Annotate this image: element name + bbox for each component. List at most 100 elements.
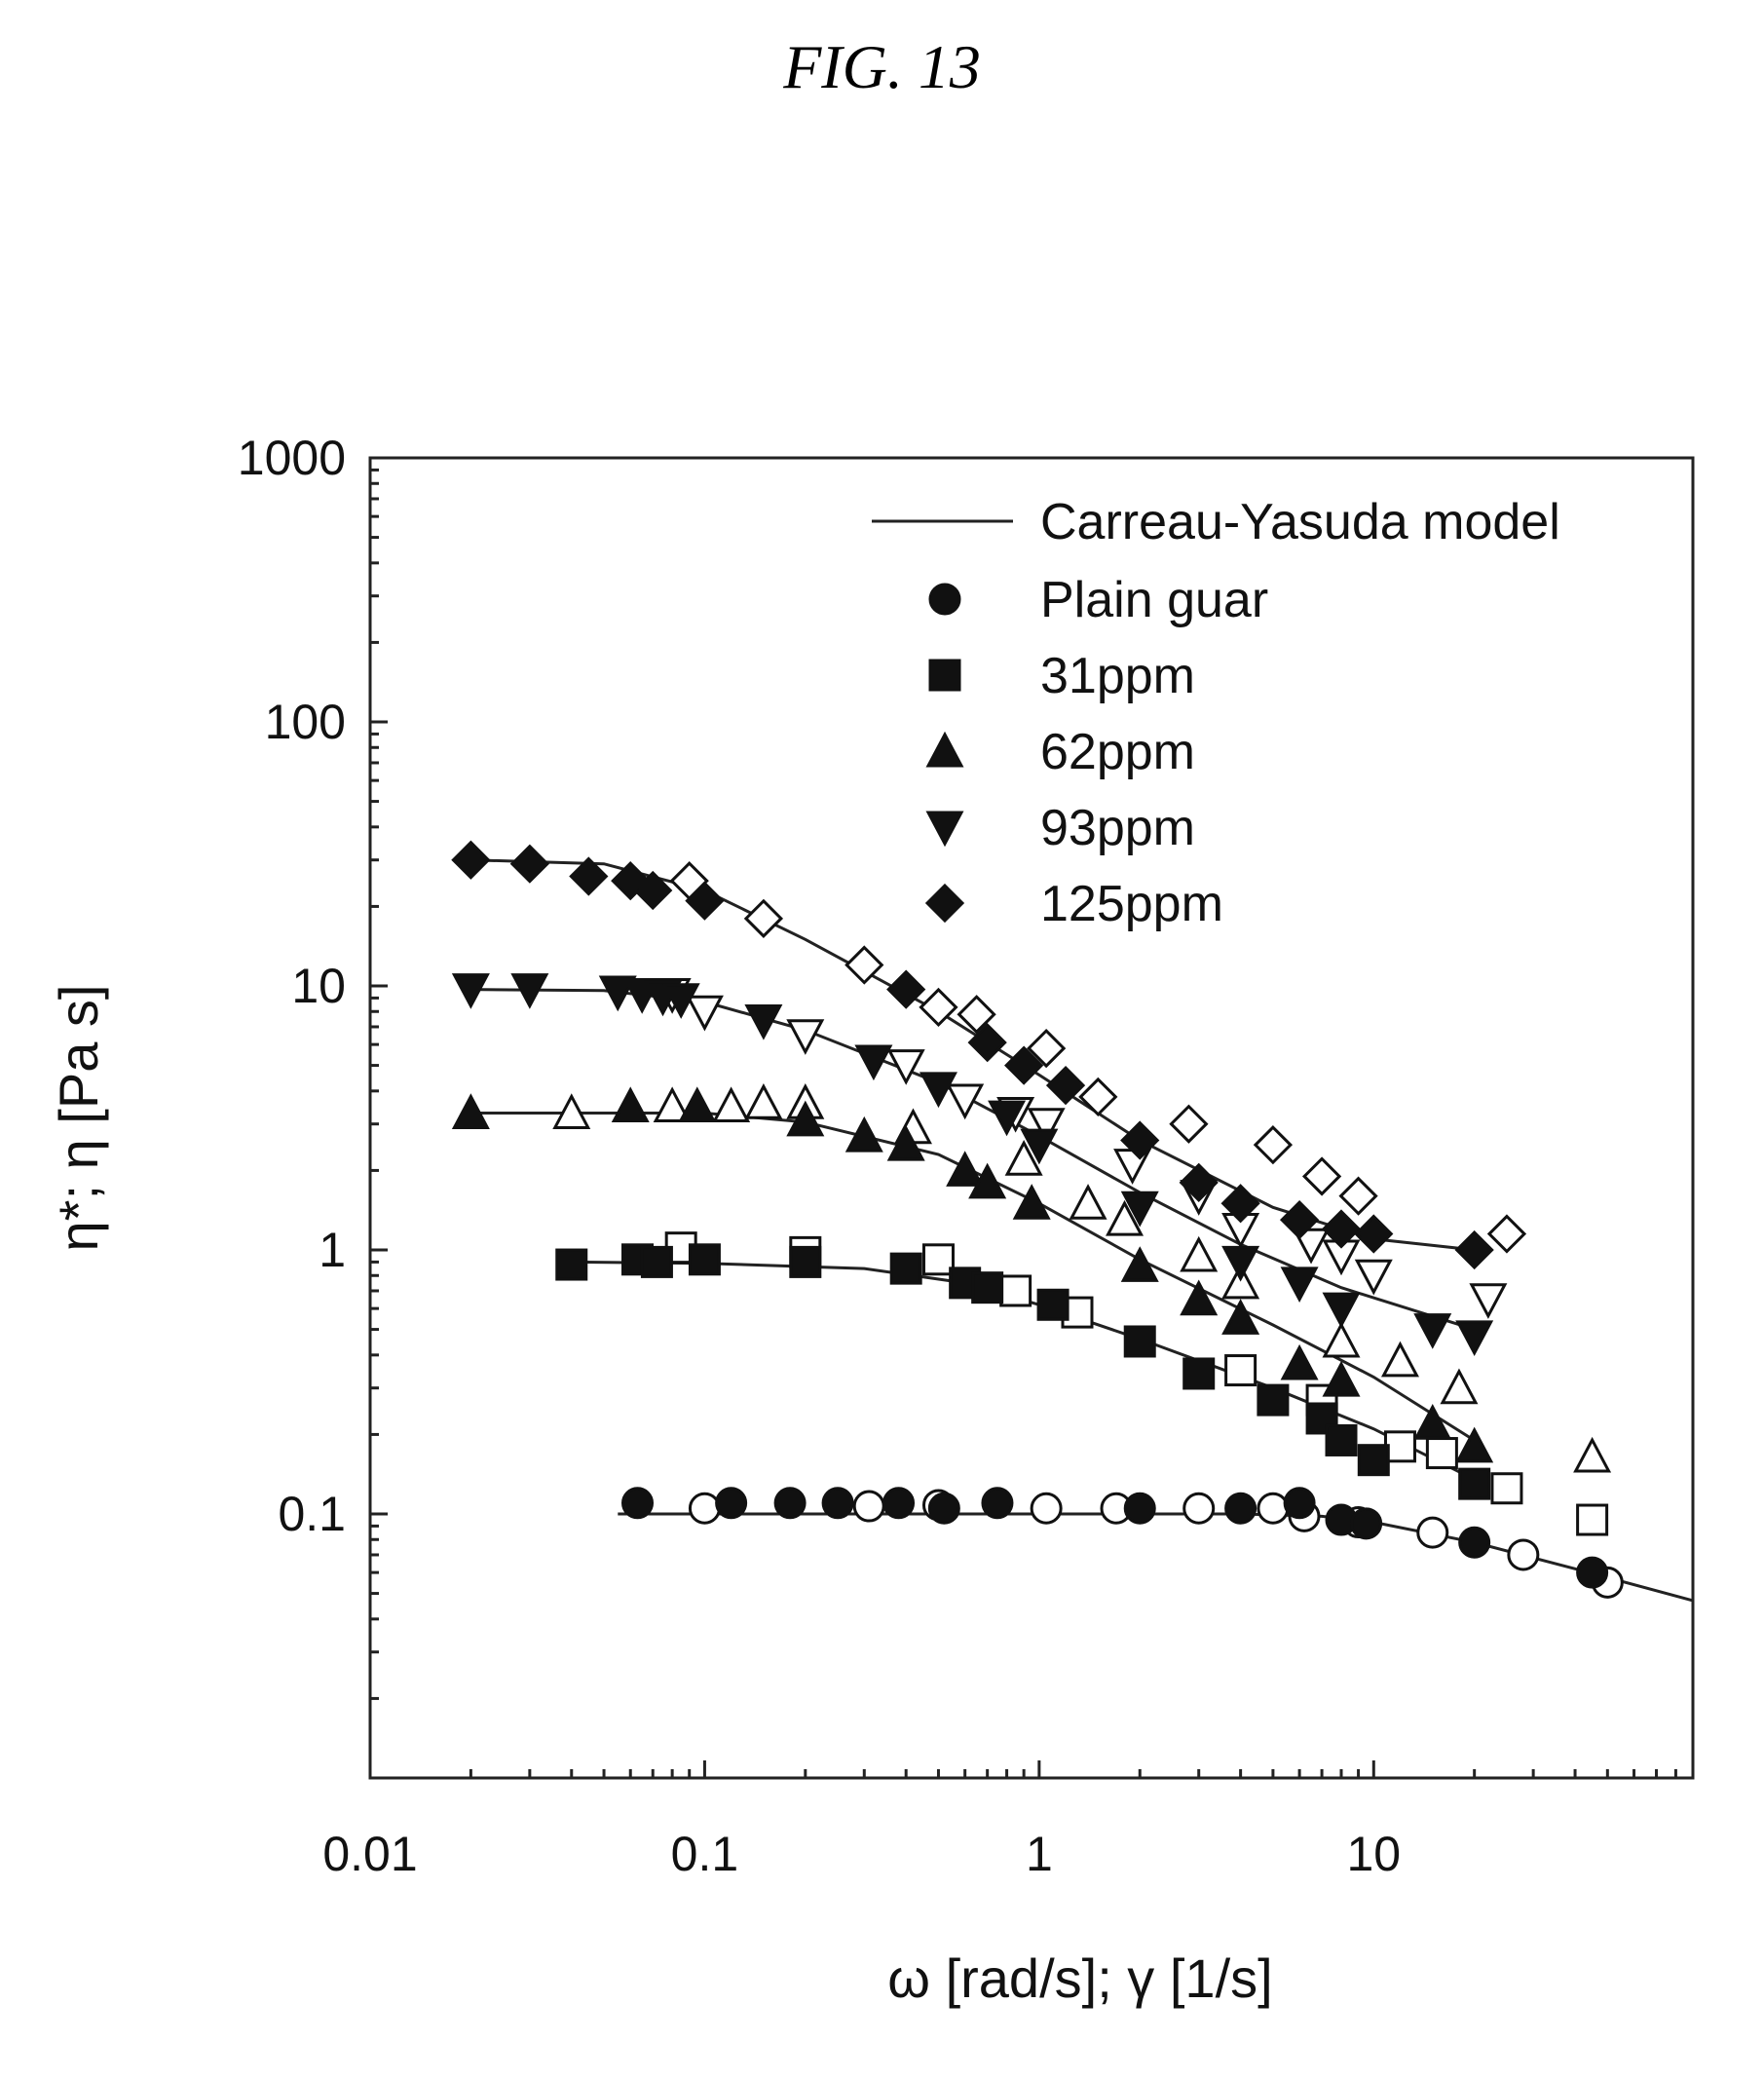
data-point-62ppm-open <box>744 1083 783 1119</box>
y-tick-label: 1000 <box>238 431 346 485</box>
data-point-62ppm-filled <box>451 1093 490 1129</box>
data-point-62ppm-open <box>1221 1263 1260 1300</box>
data-point-125ppm-filled <box>1004 1045 1044 1085</box>
data-point-62ppm-filled <box>1413 1404 1452 1440</box>
data-point-62ppm-filled <box>611 1086 650 1123</box>
data-point-62ppm-filled <box>968 1162 1007 1199</box>
data-point-125ppm-filled <box>1179 1162 1219 1202</box>
plot-frame <box>368 456 1695 1780</box>
legend-label: Carreau-Yasuda model <box>1040 494 1560 550</box>
data-point-31ppm-open <box>1224 1354 1257 1387</box>
legend-label: 93ppm <box>1040 800 1195 856</box>
data-point-125ppm-open <box>1169 1104 1209 1144</box>
x-tick-label: 10 <box>1346 1827 1401 1881</box>
data-point-62ppm-filled <box>1322 1360 1361 1397</box>
data-point-31ppm-filled <box>1305 1402 1338 1435</box>
data-point-93ppm-filled <box>1413 1313 1452 1349</box>
x-tick-label: 1 <box>1026 1827 1053 1881</box>
data-point-31ppm-filled <box>1257 1383 1290 1417</box>
data-point-125ppm-filled <box>1045 1065 1086 1106</box>
data-point-31ppm-open <box>921 1243 955 1276</box>
data-point-plain-guar-open <box>1030 1492 1063 1525</box>
data-point-62ppm-open <box>653 1086 692 1123</box>
data-point-93ppm-open <box>1469 1283 1508 1319</box>
data-point-125ppm-filled <box>967 1023 1007 1063</box>
data-point-93ppm-filled <box>854 1044 893 1081</box>
data-point-62ppm-filled <box>886 1124 925 1161</box>
data-point-125ppm-open <box>1301 1156 1342 1196</box>
legend-label: 31ppm <box>1040 648 1195 704</box>
data-point-62ppm-open <box>1180 1235 1219 1272</box>
legend-marker <box>925 811 964 848</box>
y-tick-label: 100 <box>265 695 346 749</box>
data-point-62ppm-open <box>1573 1436 1612 1473</box>
data-point-plain-guar-filled <box>1283 1487 1316 1520</box>
data-point-93ppm-filled <box>988 1100 1027 1137</box>
data-point-plain-guar-filled <box>1123 1492 1156 1525</box>
data-point-31ppm-filled <box>640 1245 673 1278</box>
y-tick-label: 10 <box>291 959 346 1013</box>
data-point-62ppm-filled <box>1120 1246 1159 1282</box>
data-point-plain-guar-open <box>1182 1492 1216 1525</box>
data-point-93ppm-filled <box>1280 1266 1319 1304</box>
data-point-125ppm-filled <box>1220 1184 1260 1224</box>
data-point-93ppm-filled <box>1455 1320 1494 1357</box>
legend: Carreau-Yasuda model Plain guar 31ppm 62ppm… <box>872 494 1560 932</box>
data-point-plain-guar-filled <box>773 1487 807 1520</box>
data-point-125ppm-filled <box>509 844 549 884</box>
y-axis: 1000 100 10 1 0.1 <box>238 431 388 1780</box>
y-axis-title: η*; η [Pa s] <box>48 985 109 1252</box>
data-point-93ppm-filled <box>1322 1292 1361 1329</box>
data-point-125ppm-open <box>1078 1077 1118 1116</box>
data-point-62ppm-open <box>552 1093 591 1129</box>
data-point-31ppm-filled <box>1357 1444 1390 1477</box>
data-point-31ppm-filled <box>971 1271 1004 1304</box>
data-point-plain-guar-filled <box>981 1487 1014 1520</box>
data-point-93ppm-filled <box>451 973 490 1009</box>
data-point-125ppm-open <box>1027 1028 1067 1069</box>
data-point-62ppm-filled <box>1012 1184 1051 1220</box>
data-point-plain-guar-open <box>1257 1492 1290 1525</box>
y-tick-label: 1 <box>319 1223 346 1277</box>
data-point-93ppm-filled <box>919 1072 957 1109</box>
data-point-31ppm-filled <box>1325 1423 1358 1456</box>
data-point-125ppm-open <box>1338 1176 1378 1216</box>
data-point-125ppm-open <box>743 898 784 938</box>
data-point-31ppm-open <box>1383 1430 1416 1463</box>
legend-label: 62ppm <box>1040 724 1195 780</box>
legend-marker <box>928 583 961 616</box>
data-point-125ppm-open <box>844 945 884 985</box>
data-point-93ppm-open <box>1354 1259 1393 1296</box>
x-tick-label: 0.01 <box>322 1827 417 1881</box>
y-tick-label: 0.1 <box>278 1487 346 1541</box>
plot-border <box>368 456 1695 1780</box>
data-point-31ppm-filled <box>1123 1325 1156 1358</box>
data-point-93ppm-open <box>786 1019 825 1055</box>
data-markers <box>451 840 1624 1599</box>
data-point-125ppm-filled <box>685 881 725 921</box>
data-point-62ppm-filled <box>844 1115 883 1153</box>
data-point-plain-guar-filled <box>1350 1507 1383 1540</box>
data-point-125ppm-open <box>1253 1125 1294 1165</box>
data-point-31ppm-filled <box>688 1243 721 1276</box>
legend-marker <box>924 883 965 924</box>
data-point-125ppm-filled <box>1120 1120 1160 1160</box>
x-axis-title: ω [rad/s]; γ [1/s] <box>887 1947 1272 2009</box>
data-point-31ppm-open <box>1490 1472 1523 1505</box>
data-point-93ppm-filled <box>1120 1191 1159 1228</box>
data-point-125ppm-filled <box>1279 1200 1320 1240</box>
data-point-93ppm-filled <box>1221 1245 1260 1282</box>
data-point-31ppm-filled <box>889 1252 922 1285</box>
data-point-62ppm-open <box>1322 1321 1361 1358</box>
data-point-plain-guar-open <box>852 1490 885 1523</box>
data-point-31ppm-open <box>1576 1503 1609 1536</box>
data-point-93ppm-filled <box>661 983 700 1019</box>
data-point-62ppm-open <box>1004 1140 1043 1176</box>
data-point-125ppm-filled <box>1454 1229 1494 1270</box>
data-point-31ppm-filled <box>555 1248 588 1281</box>
data-point-62ppm-filled <box>1180 1279 1219 1316</box>
data-point-plain-guar-open <box>1416 1516 1449 1549</box>
figure-label: FIG. 13 <box>783 32 981 101</box>
data-point-plain-guar-filled <box>1224 1492 1257 1525</box>
data-point-62ppm-filled <box>1280 1343 1319 1380</box>
